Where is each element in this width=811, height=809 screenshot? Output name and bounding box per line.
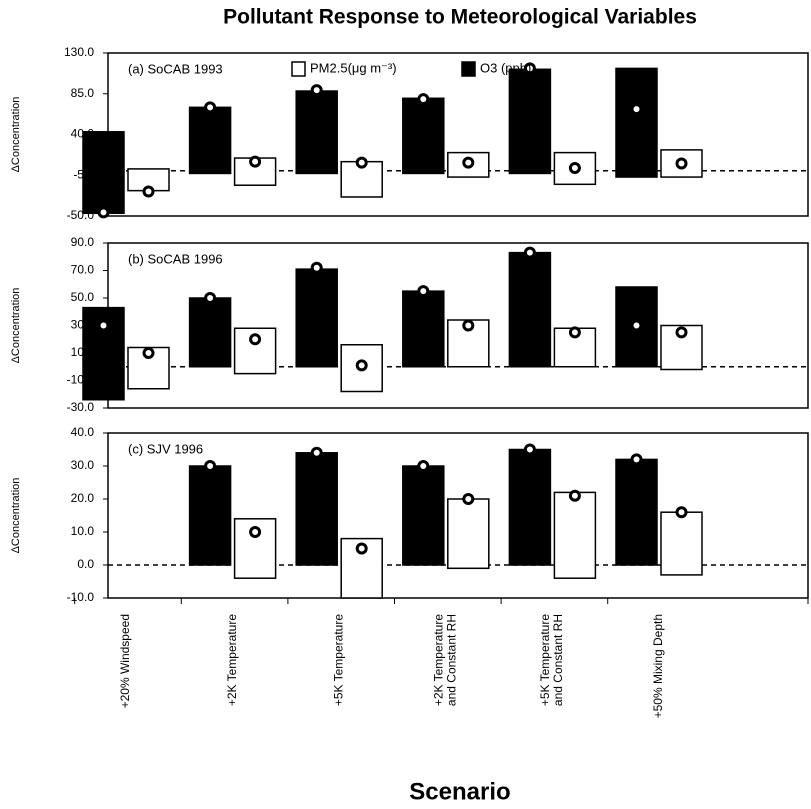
marker bbox=[462, 493, 475, 505]
x-tick-label: +50% Mixing Depth bbox=[651, 614, 665, 718]
legend-swatch bbox=[461, 61, 476, 77]
x-tick-label: +2K Temperature bbox=[225, 614, 239, 706]
range-bar bbox=[660, 511, 703, 576]
y-axis-title: ΔConcentration bbox=[10, 288, 22, 364]
x-tick-label: +20% Windspeed bbox=[118, 614, 132, 708]
marker bbox=[310, 446, 323, 459]
marker bbox=[204, 292, 217, 304]
y-tick-label: 85.0 bbox=[71, 86, 95, 100]
panel-label: (a) SoCAB 1993 bbox=[128, 61, 223, 76]
y-tick-label: 90.0 bbox=[71, 235, 95, 249]
legend-text: PM2.5(μg m⁻³) bbox=[310, 60, 397, 75]
plot-frame bbox=[107, 432, 809, 599]
marker bbox=[462, 156, 475, 169]
range-bar bbox=[82, 131, 125, 215]
marker bbox=[568, 489, 581, 502]
marker bbox=[310, 261, 323, 274]
range-bar bbox=[295, 452, 338, 566]
range-bar bbox=[402, 465, 445, 566]
marker bbox=[249, 155, 262, 168]
marker bbox=[417, 285, 430, 298]
x-tick-label: and Constant RH bbox=[551, 614, 565, 706]
x-tick-label: +5K Temperature bbox=[538, 614, 552, 706]
range-bar bbox=[188, 297, 232, 368]
marker bbox=[675, 506, 688, 519]
y-tick-label: 70.0 bbox=[71, 263, 95, 277]
marker bbox=[97, 319, 110, 332]
range-bar bbox=[188, 106, 232, 175]
marker bbox=[355, 156, 368, 169]
marker bbox=[417, 93, 430, 106]
y-tick-label: 30.0 bbox=[71, 458, 95, 472]
legend-text: O3 (ppb) bbox=[480, 60, 531, 75]
y-axis-title: ΔConcentration bbox=[10, 478, 22, 554]
marker bbox=[97, 206, 110, 219]
marker bbox=[630, 453, 643, 466]
x-tick-label: and Constant RH bbox=[444, 614, 458, 706]
marker bbox=[204, 460, 217, 472]
range-bar bbox=[447, 498, 490, 570]
range-bar bbox=[615, 67, 658, 178]
marker bbox=[204, 101, 217, 114]
marker bbox=[462, 319, 475, 332]
marker bbox=[523, 246, 536, 259]
marker bbox=[249, 526, 262, 538]
y-tick-label: 10.0 bbox=[71, 524, 95, 538]
x-tick-label: +5K Temperature bbox=[331, 614, 345, 706]
marker bbox=[675, 326, 688, 339]
marker bbox=[630, 319, 643, 332]
y-tick-label: -30.0 bbox=[67, 400, 95, 414]
x-axis-title: Scenario bbox=[409, 778, 510, 805]
range-bar bbox=[615, 458, 658, 566]
range-bar bbox=[553, 151, 597, 186]
y-tick-label: 0.0 bbox=[77, 557, 94, 571]
marker bbox=[355, 359, 368, 372]
marker bbox=[523, 443, 536, 456]
range-bar bbox=[508, 68, 552, 175]
panel-label: (b) SoCAB 1996 bbox=[128, 251, 223, 266]
y-tick-label: 130.0 bbox=[64, 45, 94, 59]
marker bbox=[417, 460, 430, 472]
marker bbox=[523, 62, 536, 75]
marker bbox=[355, 542, 368, 555]
range-bar bbox=[553, 491, 597, 579]
legend-swatch bbox=[291, 61, 306, 77]
range-bar bbox=[508, 251, 552, 368]
y-axis-title: ΔConcentration bbox=[10, 97, 22, 173]
marker bbox=[142, 347, 155, 359]
x-tick-label: +2K Temperature bbox=[431, 614, 445, 706]
marker bbox=[249, 333, 262, 346]
chart-title: Pollutant Response to Meteorological Var… bbox=[223, 6, 697, 29]
range-bar bbox=[508, 448, 552, 566]
y-tick-label: 40.0 bbox=[71, 425, 95, 439]
y-tick-label: 20.0 bbox=[71, 491, 95, 505]
y-tick-label: -10.0 bbox=[67, 590, 95, 604]
range-bar bbox=[340, 537, 383, 599]
marker bbox=[630, 103, 643, 116]
y-tick-label: 50.0 bbox=[71, 290, 95, 304]
marker bbox=[568, 162, 581, 175]
marker bbox=[675, 157, 688, 170]
range-bar bbox=[295, 268, 338, 368]
marker bbox=[568, 326, 581, 339]
marker bbox=[310, 84, 323, 97]
marker bbox=[142, 185, 155, 198]
range-bar bbox=[402, 97, 445, 175]
range-bar bbox=[188, 465, 232, 566]
panel-label: (c) SJV 1996 bbox=[128, 441, 203, 456]
range-bar bbox=[295, 90, 338, 175]
range-bar bbox=[402, 290, 445, 368]
